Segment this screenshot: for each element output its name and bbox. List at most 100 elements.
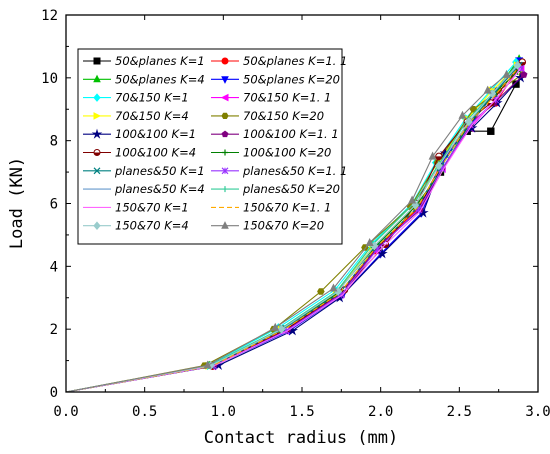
legend-entry: planes&50 K=1 <box>83 164 205 178</box>
legend-entry: 50&planes K=20 <box>211 72 340 86</box>
y-tick-label: 8 <box>50 134 58 150</box>
x-tick-label: 2.5 <box>447 404 472 420</box>
legend-label: planes&50 K=20 <box>242 182 340 196</box>
legend-entry: 70&150 K=1 <box>83 91 189 105</box>
data-point <box>221 130 229 138</box>
data-point <box>487 127 495 135</box>
data-point <box>221 57 229 65</box>
data-point <box>91 128 103 139</box>
legend-entry: 50&planes K=1 <box>83 54 205 68</box>
data-point <box>220 93 229 102</box>
data-point <box>428 151 437 160</box>
data-point-fill <box>435 156 443 160</box>
legend-entry: 70&150 K=4 <box>83 109 189 123</box>
data-point <box>365 237 374 246</box>
legend-label: planes&50 K=1. 1 <box>242 164 347 178</box>
plot-area <box>65 54 528 393</box>
y-tick-label: 4 <box>50 259 58 275</box>
x-tick-label: 0.0 <box>53 404 78 420</box>
data-point <box>512 80 520 88</box>
legend-entry: planes&50 K=4 <box>83 182 205 196</box>
legend-label: 150&70 K=20 <box>243 219 324 233</box>
data-point <box>93 74 101 83</box>
legend-label: 50&planes K=20 <box>243 72 340 86</box>
legend-label: 70&150 K=1. 1 <box>243 91 331 105</box>
legend: 50&planes K=1 50&planes K=1. 1 50&planes K… <box>77 48 347 245</box>
legend-entry: 150&70 K=20 <box>211 219 324 233</box>
legend-box <box>77 48 343 245</box>
legend-entry: 50&planes K=4 <box>83 72 205 86</box>
data-point <box>222 149 228 156</box>
data-point <box>221 112 229 119</box>
series-line <box>65 77 522 393</box>
legend-label: 50&planes K=4 <box>115 72 205 86</box>
legend-entry: planes&50 K=1. 1 <box>211 164 347 178</box>
data-point <box>271 322 280 331</box>
data-point <box>203 360 212 369</box>
legend-entry: 150&70 K=4 <box>83 219 189 233</box>
legend-label: 100&100 K=20 <box>243 146 331 160</box>
data-point <box>520 70 528 78</box>
legend-label: 70&150 K=1 <box>115 91 189 105</box>
series-line <box>65 66 520 393</box>
series-line <box>65 74 507 393</box>
data-point <box>93 149 101 156</box>
data-point <box>435 152 443 161</box>
data-point <box>93 167 101 175</box>
y-tick-label: 2 <box>50 322 58 338</box>
data-point <box>411 200 420 210</box>
legend-entry: 70&150 K=1. 1 <box>211 91 331 105</box>
x-tick-label: 1.0 <box>211 404 236 420</box>
y-tick-label: 6 <box>50 197 58 213</box>
legend-label: 50&planes K=1 <box>115 54 205 68</box>
legend-label: 50&planes K=1. 1 <box>243 54 347 68</box>
series-group <box>65 66 520 393</box>
data-point <box>464 117 473 127</box>
legend-label: planes&50 K=4 <box>114 182 205 196</box>
y-tick-label: 10 <box>41 71 58 87</box>
legend-entry: 70&150 K=20 <box>211 109 324 123</box>
data-point <box>483 85 492 94</box>
legend-label: 70&150 K=4 <box>115 109 189 123</box>
legend-entry: planes&50 K=20 <box>211 182 340 196</box>
legend-label: 150&70 K=1 <box>115 200 189 214</box>
legend-entry: 150&70 K=1. 1 <box>211 200 331 214</box>
legend-entry: 100&100 K=1 <box>83 127 196 141</box>
legend-entry: 150&70 K=1 <box>83 200 189 214</box>
series-line <box>65 63 518 393</box>
legend-entry: 100&100 K=20 <box>211 146 331 160</box>
y-tick-label: 0 <box>50 385 58 401</box>
legend-label: 100&100 K=1. 1 <box>243 127 339 141</box>
data-point <box>513 60 522 70</box>
legend-label: planes&50 K=1 <box>114 164 205 178</box>
legend-label: 100&100 K=1 <box>115 127 196 141</box>
data-point <box>317 288 325 295</box>
data-point <box>502 69 511 78</box>
data-point <box>376 248 388 259</box>
data-point-fill <box>94 152 100 156</box>
x-tick-label: 1.5 <box>289 404 314 420</box>
data-point <box>221 167 229 175</box>
data-point <box>458 110 467 119</box>
legend-entry: 100&100 K=4 <box>83 146 196 160</box>
data-point <box>93 112 102 120</box>
x-tick-label: 2.0 <box>368 404 393 420</box>
legend-label: 150&70 K=1. 1 <box>243 200 331 214</box>
data-point <box>435 161 443 171</box>
legend-label: 70&150 K=20 <box>243 109 324 123</box>
legend-label: 150&70 K=4 <box>115 219 189 233</box>
data-point <box>277 324 286 334</box>
data-point <box>329 283 338 292</box>
y-axis-title: Load (KN) <box>7 157 27 249</box>
data-point <box>221 221 229 229</box>
series-group <box>65 69 511 393</box>
x-tick-label: 3.0 <box>525 404 550 420</box>
data-point <box>221 76 229 84</box>
legend-entry: 50&planes K=1. 1 <box>211 54 347 68</box>
data-point <box>93 93 101 102</box>
data-point <box>93 57 101 65</box>
data-point <box>93 221 101 230</box>
series-line <box>65 68 522 393</box>
data-point <box>408 195 417 204</box>
